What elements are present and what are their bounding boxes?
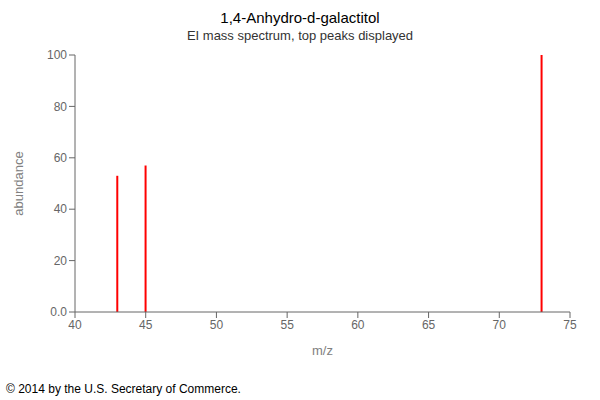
svg-text:20: 20 [54,254,68,268]
svg-text:50: 50 [210,318,224,332]
svg-text:m/z: m/z [312,343,333,358]
svg-text:55: 55 [280,318,294,332]
svg-text:40: 40 [54,202,68,216]
html-text:© 2014 by the U.S. Secretary o: © 2014 by the U.S. Secretary of Commerce… [6,382,241,396]
svg-text:75: 75 [563,318,577,332]
svg-text:45: 45 [139,318,153,332]
html-text:EI mass spectrum, top peaks di: EI mass spectrum, top peaks displayed [186,28,414,43]
svg-text:40: 40 [68,318,82,332]
svg-text:abundance: abundance [11,151,26,215]
svg-text:65: 65 [422,318,436,332]
svg-text:70: 70 [493,318,507,332]
svg-text:0.0: 0.0 [50,305,67,319]
svg-text:60: 60 [54,151,68,165]
html-text:1,4-Anhydro-d-galactitol: 1,4-Anhydro-d-galactitol [220,9,380,26]
svg-text:100: 100 [47,48,67,62]
svg-text:80: 80 [54,100,68,114]
svg-text:60: 60 [351,318,365,332]
